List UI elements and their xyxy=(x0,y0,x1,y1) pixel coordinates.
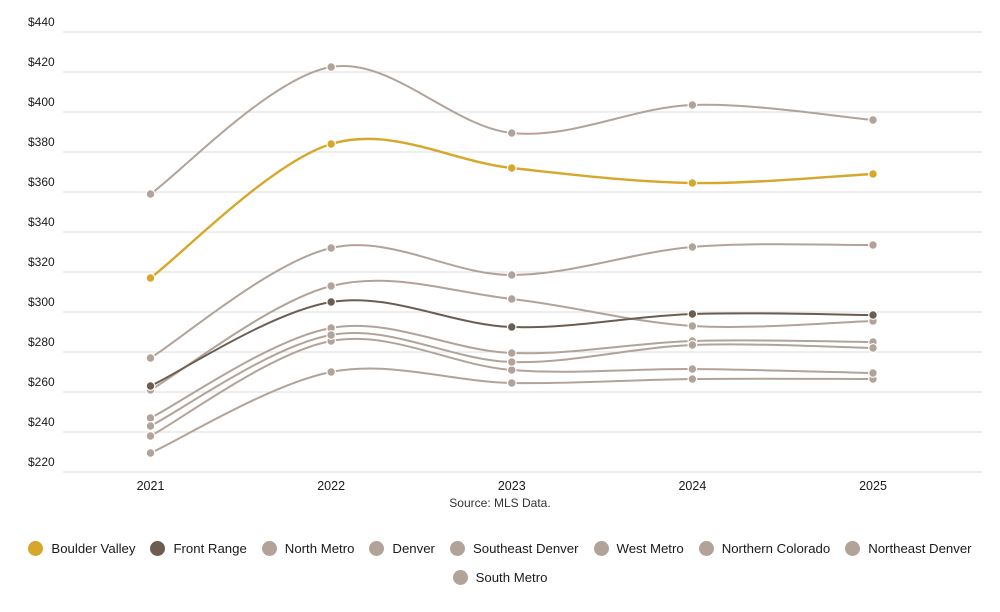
legend-row-1: Boulder Valley Front Range North Metro Denv… xyxy=(0,541,1000,556)
y-axis-tick-label: $300 xyxy=(28,295,55,309)
legend-label: Front Range xyxy=(173,541,247,556)
data-point-northern-colorado xyxy=(506,378,517,388)
series-line-denver xyxy=(149,64,874,195)
y-axis-tick-label: $440 xyxy=(28,15,55,29)
data-point-south-metro xyxy=(326,330,337,340)
data-point-south-metro xyxy=(145,421,156,431)
legend-item-south-metro: South Metro xyxy=(452,570,548,585)
data-point-boulder-valley xyxy=(326,139,337,149)
legend-label: West Metro xyxy=(616,541,684,556)
legend-item-north-metro: North Metro xyxy=(261,541,355,556)
legend-swatch-icon xyxy=(261,541,277,556)
line-chart-figure: $220 $240 $260 $280 $300 $320 $340 $360 $380 $400… xyxy=(0,15,1000,585)
legend-label: Northern Colorado xyxy=(721,541,831,556)
data-point-south-metro xyxy=(868,343,878,353)
legend-label: Denver xyxy=(392,541,435,556)
data-point-denver xyxy=(868,115,878,125)
legend-item-west-metro: West Metro xyxy=(593,541,684,556)
y-axis-tick-label: $400 xyxy=(28,95,55,109)
legend-swatch-icon xyxy=(452,570,468,585)
legend-swatch-icon xyxy=(150,541,166,556)
legend-swatch-icon xyxy=(449,541,465,556)
data-point-northeast-denver xyxy=(145,431,156,441)
legend-swatch-icon xyxy=(845,541,861,556)
y-axis-tick-label: $220 xyxy=(28,455,55,469)
y-axis-tick-label: $280 xyxy=(28,335,55,349)
legend-swatch-icon xyxy=(698,541,714,556)
legend-item-southeast-denver: Southeast Denver xyxy=(449,541,579,556)
data-point-north-metro xyxy=(145,413,156,423)
data-point-south-metro xyxy=(506,357,517,367)
data-point-southeast-denver xyxy=(687,321,698,331)
y-axis-tick-label: $340 xyxy=(28,215,55,229)
data-point-denver xyxy=(687,100,698,110)
legend-item-denver: Denver xyxy=(369,541,435,556)
data-point-boulder-valley xyxy=(145,273,156,283)
data-point-denver xyxy=(145,189,156,199)
legend-label: Boulder Valley xyxy=(51,541,136,556)
data-point-boulder-valley xyxy=(868,169,878,179)
data-point-front-range xyxy=(687,309,698,319)
data-point-northern-colorado xyxy=(687,374,698,384)
y-axis-tick-label: $320 xyxy=(28,255,55,269)
y-axis-tick-label: $380 xyxy=(28,135,55,149)
data-point-northeast-denver xyxy=(868,368,878,378)
legend-label: Southeast Denver xyxy=(472,541,579,556)
data-point-west-metro xyxy=(326,243,337,253)
x-axis-tick-label: 2022 xyxy=(317,479,345,493)
data-point-denver xyxy=(506,128,517,138)
legend-swatch-icon xyxy=(28,541,44,556)
chart-legend: Boulder Valley Front Range North Metro Denv… xyxy=(0,541,1000,585)
data-point-west-metro xyxy=(145,353,156,363)
y-axis-tick-label: $360 xyxy=(28,175,55,189)
legend-item-northern-colorado: Northern Colorado xyxy=(698,541,831,556)
series-line-boulder-valley xyxy=(149,137,875,280)
data-point-denver xyxy=(326,62,337,72)
data-point-boulder-valley xyxy=(687,178,698,188)
x-axis-tick-label: 2024 xyxy=(678,479,706,493)
legend-swatch-icon xyxy=(369,541,385,556)
source-note: Source: MLS Data. xyxy=(449,496,550,510)
legend-label: South Metro xyxy=(475,570,548,585)
y-axis-tick-label: $260 xyxy=(28,375,55,389)
legend-item-northeast-denver: Northeast Denver xyxy=(845,541,972,556)
x-axis-tick-label: 2025 xyxy=(859,479,887,493)
y-axis-tick-label: $240 xyxy=(28,415,55,429)
legend-row-2: South Metro xyxy=(0,570,1000,585)
data-point-west-metro xyxy=(506,270,517,280)
data-point-front-range xyxy=(868,310,878,320)
chart-canvas: $220 $240 $260 $280 $300 $320 $340 $360 $380 $400… xyxy=(28,15,982,510)
x-axis-tick-label: 2021 xyxy=(137,479,165,493)
data-point-southeast-denver xyxy=(326,281,337,291)
data-point-northeast-denver xyxy=(506,365,517,375)
data-point-southeast-denver xyxy=(506,294,517,304)
data-point-south-metro xyxy=(687,340,698,350)
legend-label: Northeast Denver xyxy=(868,541,972,556)
legend-label: North Metro xyxy=(284,541,355,556)
legend-item-boulder-valley: Boulder Valley xyxy=(28,541,135,556)
legend-item-front-range: Front Range xyxy=(150,541,247,556)
data-point-northern-colorado xyxy=(145,448,156,458)
data-point-northern-colorado xyxy=(326,367,337,377)
legend-swatch-icon xyxy=(593,541,609,556)
data-point-west-metro xyxy=(687,242,698,252)
data-point-west-metro xyxy=(868,240,878,250)
data-point-northeast-denver xyxy=(687,364,698,374)
data-point-front-range xyxy=(506,322,517,332)
data-point-front-range xyxy=(326,297,337,307)
x-axis-tick-label: 2023 xyxy=(498,479,526,493)
data-point-boulder-valley xyxy=(506,163,517,173)
data-point-north-metro xyxy=(506,348,517,358)
y-axis-tick-label: $420 xyxy=(28,55,55,69)
data-point-front-range xyxy=(145,381,156,391)
